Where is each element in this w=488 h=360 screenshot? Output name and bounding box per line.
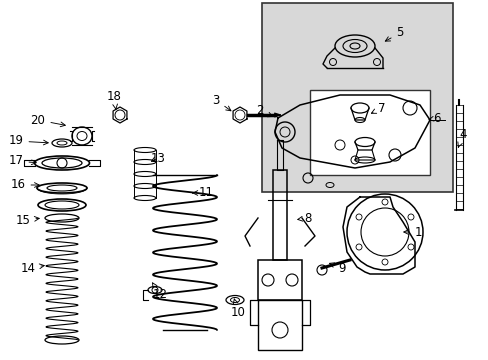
Text: 2: 2 [256,104,272,117]
Bar [309,90,429,175]
Text: 10: 10 [230,299,245,319]
Text: 4: 4 [457,129,466,147]
Text: 6: 6 [428,112,440,125]
Bar [258,300,302,350]
Bar [272,170,286,260]
Text: 13: 13 [150,152,165,165]
Text: 9: 9 [329,261,345,274]
Text: 8: 8 [297,211,311,225]
Text: 15: 15 [16,213,39,226]
Text: 17: 17 [8,154,36,167]
Text: 20: 20 [30,113,65,127]
Bar [262,3,452,192]
Text: 19: 19 [8,135,48,148]
Bar [258,260,302,300]
Text: 16: 16 [10,179,39,192]
Text: 5: 5 [385,27,403,41]
Text: 1: 1 [403,225,421,238]
Text: 7: 7 [370,102,385,114]
Text: 3: 3 [212,94,230,111]
Text: 18: 18 [106,90,121,109]
Text: 12: 12 [152,283,167,302]
Text: 11: 11 [192,186,213,199]
Text: 14: 14 [20,261,44,274]
